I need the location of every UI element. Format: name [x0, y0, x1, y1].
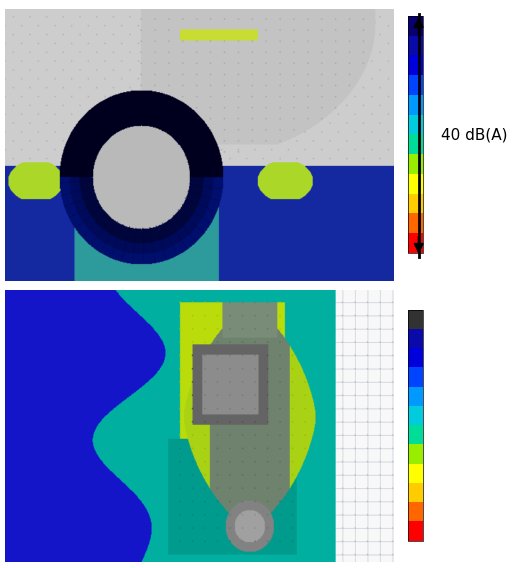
Bar	[408, 55, 423, 75]
Bar	[408, 406, 423, 425]
Bar	[408, 310, 423, 329]
Bar	[408, 348, 423, 367]
Bar	[408, 213, 423, 233]
Bar	[408, 154, 423, 174]
Bar	[408, 95, 423, 115]
Bar	[408, 367, 423, 387]
Bar	[408, 16, 423, 253]
Bar	[408, 502, 423, 521]
Bar	[408, 310, 423, 541]
Bar	[408, 134, 423, 154]
Bar	[408, 463, 423, 483]
Bar	[408, 115, 423, 134]
Bar	[408, 174, 423, 194]
Bar	[408, 521, 423, 541]
Bar	[408, 194, 423, 213]
Bar	[408, 483, 423, 502]
Text: www.1CAE.com: www.1CAE.com	[173, 538, 270, 550]
Text: 仿真在线: 仿真在线	[205, 520, 239, 534]
Text: 40 dB(A): 40 dB(A)	[441, 127, 507, 142]
Bar	[408, 36, 423, 55]
Bar	[408, 387, 423, 406]
Bar	[408, 75, 423, 95]
Bar	[408, 444, 423, 463]
Bar	[408, 233, 423, 253]
Bar	[408, 329, 423, 348]
Bar	[408, 425, 423, 444]
Bar	[408, 16, 423, 36]
